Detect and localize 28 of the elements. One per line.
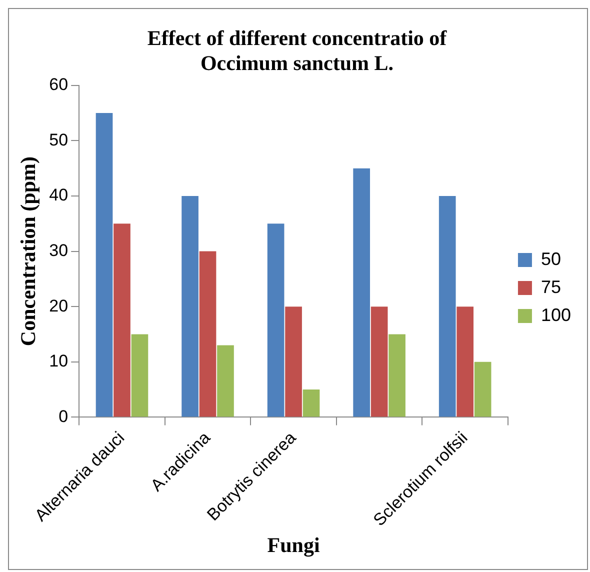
bar (285, 306, 302, 417)
bar (370, 306, 388, 417)
bar (217, 345, 234, 417)
legend-label: 50 (540, 248, 561, 269)
y-tick-label: 60 (49, 75, 68, 94)
bar (96, 113, 113, 417)
bar (131, 334, 148, 417)
y-tick-label: 40 (49, 186, 68, 205)
y-tick-label: 50 (49, 130, 68, 150)
bar (302, 390, 320, 417)
bar (388, 334, 406, 417)
bar (474, 362, 492, 417)
y-tick-label: 20 (49, 296, 68, 316)
y-tick-label: 30 (49, 240, 68, 260)
bar (182, 196, 198, 417)
y-tick-label: 0 (58, 406, 68, 426)
bar (199, 251, 216, 417)
y-axis-title: Concentration (ppm) (16, 156, 40, 346)
chart-title: Effect of different concentratio of Occimum sanctum L. (147, 26, 448, 76)
bar (438, 196, 456, 417)
bar (353, 168, 370, 417)
x-axis-title: Fungi (267, 532, 320, 557)
bar (456, 306, 474, 417)
bar (114, 224, 130, 417)
legend-label: 100 (540, 304, 572, 325)
legend-label: 75 (540, 276, 561, 297)
y-tick-label: 10 (49, 352, 68, 371)
bar (267, 224, 284, 417)
